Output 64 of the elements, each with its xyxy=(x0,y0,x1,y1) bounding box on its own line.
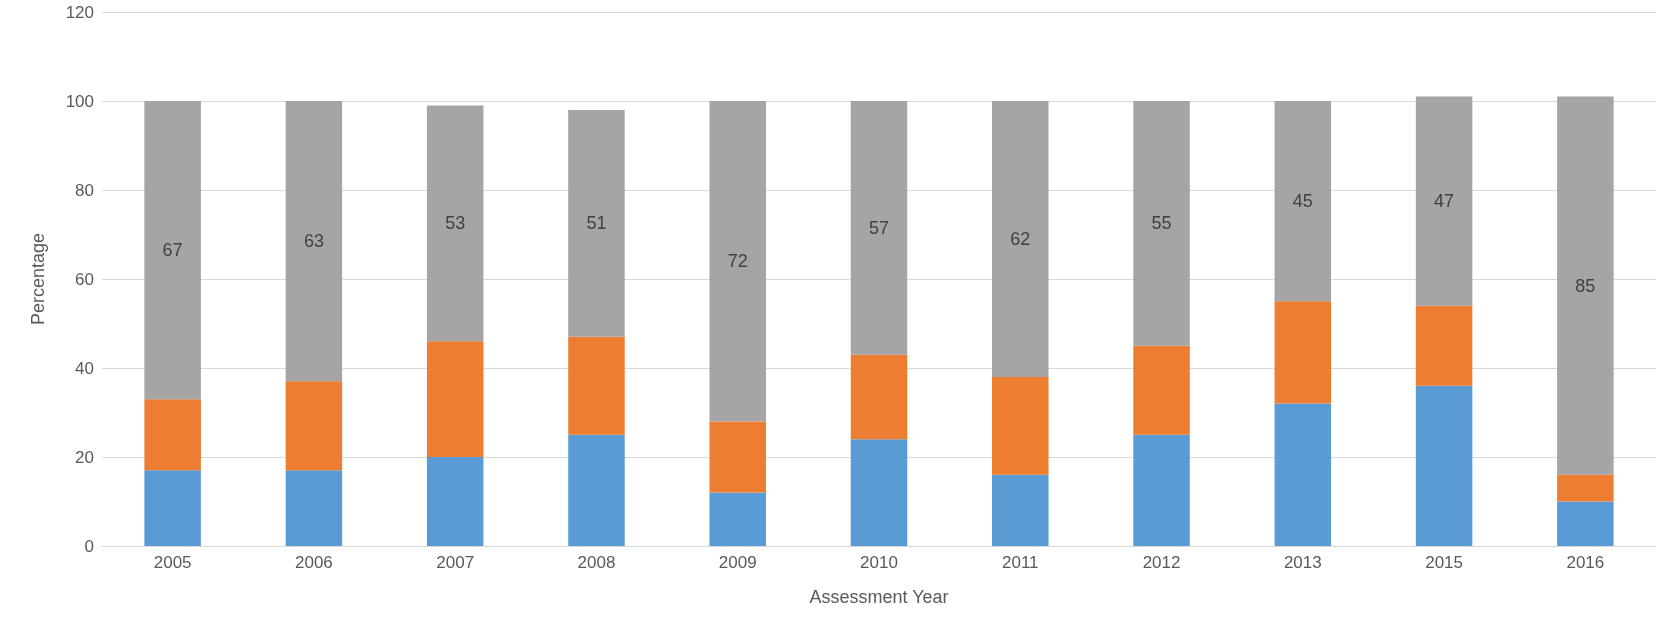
data-label: 85 xyxy=(1575,275,1596,296)
bar xyxy=(709,492,766,546)
bar xyxy=(426,341,484,457)
x-tick-label: 2008 xyxy=(577,553,616,572)
bar xyxy=(992,376,1049,475)
bar xyxy=(850,439,908,546)
x-tick-label: 2013 xyxy=(1283,553,1322,572)
data-label: 45 xyxy=(1292,191,1313,212)
x-tick-label: 2010 xyxy=(860,553,898,572)
bar xyxy=(850,354,908,440)
data-label: 67 xyxy=(162,240,183,261)
bar xyxy=(1557,474,1614,502)
bar xyxy=(1133,345,1190,435)
bar xyxy=(1274,101,1332,302)
bar xyxy=(1133,101,1190,346)
y-axis-title: Percentage xyxy=(28,232,48,326)
x-axis-title: Assessment Year xyxy=(809,587,949,607)
y-tick-label: 40 xyxy=(75,358,94,378)
bar xyxy=(1133,434,1190,546)
y-tick-label: 0 xyxy=(84,536,94,556)
data-label: 62 xyxy=(1010,228,1031,249)
bar xyxy=(1557,96,1614,475)
data-label: 55 xyxy=(1151,213,1172,234)
data-label: 47 xyxy=(1434,191,1455,212)
y-tick-label: 20 xyxy=(75,447,94,467)
y-tick-label: 80 xyxy=(75,180,94,200)
bar xyxy=(144,101,201,400)
data-label: 63 xyxy=(303,231,324,252)
x-tick-label: 2015 xyxy=(1425,553,1464,572)
y-tick-label: 100 xyxy=(65,91,94,111)
x-tick-label: 2006 xyxy=(295,553,333,572)
bar xyxy=(992,474,1049,546)
bar xyxy=(709,101,766,422)
x-tick-label: 2012 xyxy=(1142,553,1181,572)
x-tick-label: 2011 xyxy=(1001,553,1039,572)
bar xyxy=(1274,301,1332,404)
x-tick-label: 2016 xyxy=(1566,553,1605,572)
bar xyxy=(285,101,343,382)
bar xyxy=(285,470,343,546)
bar xyxy=(285,381,343,471)
data-label: 72 xyxy=(727,251,748,272)
bar xyxy=(144,470,201,546)
x-tick-label: 2009 xyxy=(718,553,757,572)
x-tick-label: 2005 xyxy=(153,553,192,572)
bar xyxy=(1415,96,1473,306)
bar xyxy=(568,109,625,337)
y-tick-label: 120 xyxy=(65,2,94,22)
bar xyxy=(426,105,484,342)
bar xyxy=(1415,305,1473,386)
data-label: 57 xyxy=(868,217,890,238)
bar xyxy=(144,399,201,471)
bar xyxy=(426,457,484,546)
bar xyxy=(709,421,766,493)
bar xyxy=(568,434,625,546)
data-label: 53 xyxy=(445,213,466,234)
data-label: 51 xyxy=(586,213,607,234)
y-tick-label: 60 xyxy=(75,269,94,289)
bar xyxy=(1557,501,1614,546)
x-tick-label: 2007 xyxy=(436,553,475,572)
bar xyxy=(1415,385,1473,546)
bar xyxy=(1274,403,1332,546)
bar xyxy=(992,101,1049,377)
bar xyxy=(568,336,625,435)
bar xyxy=(850,101,908,355)
